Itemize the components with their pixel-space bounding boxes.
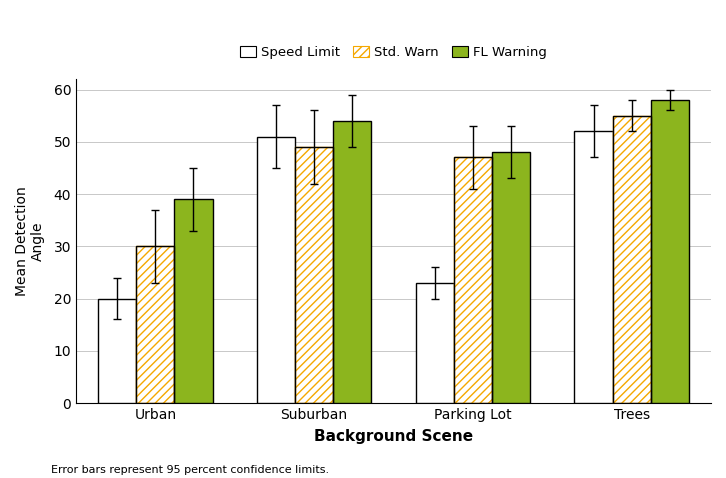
- Bar: [333, 121, 371, 403]
- Bar: [574, 131, 613, 403]
- Bar: [174, 199, 213, 403]
- X-axis label: Background Scene: Background Scene: [314, 429, 473, 444]
- Legend: Speed Limit, Std. Warn, FL Warning: Speed Limit, Std. Warn, FL Warning: [234, 40, 552, 64]
- Y-axis label: Mean Detection
Angle: Mean Detection Angle: [15, 186, 45, 296]
- Bar: [295, 147, 333, 403]
- Bar: [416, 283, 454, 403]
- Bar: [257, 137, 295, 403]
- Bar: [136, 246, 174, 403]
- Bar: [492, 152, 530, 403]
- Text: Error bars represent 95 percent confidence limits.: Error bars represent 95 percent confiden…: [51, 465, 329, 475]
- Bar: [98, 299, 136, 403]
- Bar: [650, 100, 689, 403]
- Bar: [295, 147, 333, 403]
- Bar: [454, 157, 492, 403]
- Bar: [454, 157, 492, 403]
- Bar: [613, 116, 650, 403]
- Bar: [613, 116, 650, 403]
- Bar: [136, 246, 174, 403]
